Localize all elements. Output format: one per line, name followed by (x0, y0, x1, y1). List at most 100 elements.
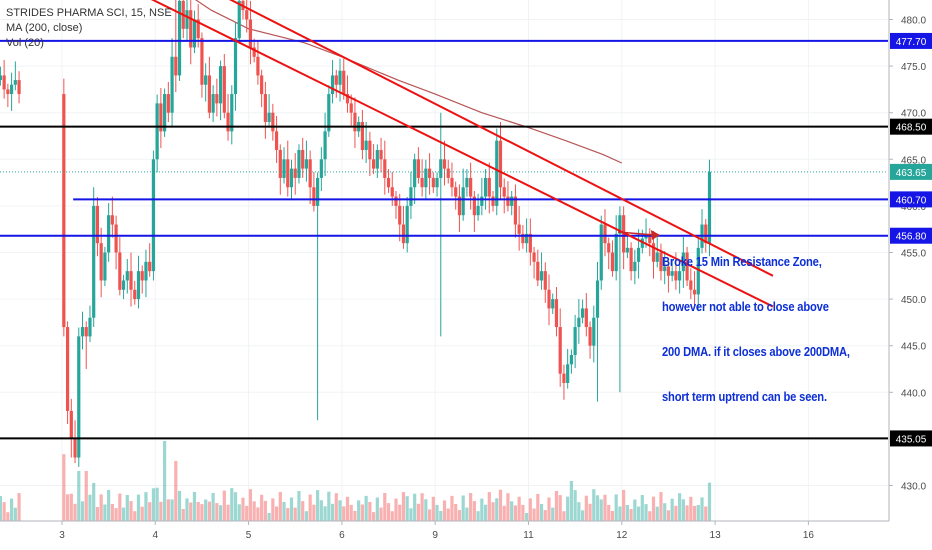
candle-body (327, 94, 331, 132)
volume-bar (181, 509, 185, 521)
annotation-arrow (617, 230, 660, 240)
volume-bar (77, 471, 81, 521)
volume-bar (155, 487, 159, 521)
volume-bar (607, 504, 611, 521)
candle-body (372, 159, 376, 169)
candle-body (375, 149, 379, 169)
candle-body (439, 159, 443, 178)
volume-bar (121, 507, 126, 521)
volume-bar (204, 499, 208, 521)
volume-bar (551, 507, 555, 521)
volume-bar (528, 498, 532, 521)
candle-body (469, 177, 473, 197)
volume-bar (274, 506, 279, 521)
candle-body (297, 149, 301, 178)
candle-body (211, 94, 215, 113)
candle-body (17, 80, 21, 95)
volume-bar (696, 505, 700, 521)
candle-body (215, 94, 219, 104)
candle-body (200, 38, 204, 85)
candle-body (271, 112, 275, 132)
candle-body (110, 215, 114, 225)
candle-body (427, 168, 432, 178)
volume-bar (289, 497, 294, 521)
horizontal-levels (0, 39, 888, 440)
volume-bar (603, 494, 607, 521)
price-axis[interactable]: 430.0435.0440.0445.0450.0455.0460.0465.0… (888, 0, 932, 521)
candle-body (177, 0, 182, 76)
candle-body (405, 205, 409, 244)
candle-body (547, 289, 551, 309)
volume-bar (92, 482, 96, 521)
volume-bar (517, 496, 521, 521)
candle-body (267, 112, 271, 123)
candle-body (413, 159, 417, 188)
candle-body (521, 233, 525, 244)
volume-bar (148, 502, 152, 521)
volume-bar (211, 493, 215, 521)
price-label: 435.05 (896, 434, 927, 445)
candle-body (80, 327, 85, 337)
candle-body (196, 19, 200, 39)
candle-body (401, 224, 406, 244)
legend-symbol[interactable]: STRIDES PHARMA SCI, 15, NSE (6, 7, 172, 19)
candle-body (248, 19, 253, 48)
candle-body (312, 187, 316, 206)
price-candles (0, 0, 712, 467)
legend-vol[interactable]: Vol (20) (6, 37, 44, 49)
price-label: 468.50 (896, 123, 927, 134)
legend-ma[interactable]: MA (200, close) (6, 22, 83, 34)
volume-bar (245, 505, 249, 521)
volume-bar (469, 493, 473, 521)
volume-bar (9, 498, 14, 521)
candle-body (151, 159, 156, 272)
candle-body (88, 317, 92, 337)
volume-bar (312, 504, 316, 521)
candle-body (435, 177, 439, 188)
volume-bar (360, 504, 365, 521)
volume-bar (416, 503, 420, 521)
volume-bar (692, 505, 697, 521)
volume-bar (226, 504, 230, 521)
candle-body (663, 266, 667, 272)
volume-bar (88, 494, 92, 521)
candle-body (532, 252, 536, 262)
volume-bar (622, 489, 626, 521)
volume-bar (84, 471, 88, 521)
candle-body (625, 247, 629, 253)
volume-bar (700, 497, 704, 521)
volume-bar (401, 492, 406, 521)
volume-bar (424, 499, 428, 521)
price-label-box (890, 191, 932, 208)
trendline (228, 0, 774, 277)
candle-body (222, 66, 226, 113)
volume-bar (610, 511, 615, 521)
candle-body (185, 10, 189, 29)
volume-bar (330, 503, 335, 521)
volume-bar (73, 503, 77, 521)
volume-bar (651, 496, 656, 521)
candle-body (465, 177, 469, 188)
candle-body (424, 168, 428, 188)
volume-bar (192, 491, 197, 521)
candle-body (670, 271, 674, 276)
volume-bar (170, 499, 174, 521)
volume-bar (103, 504, 107, 521)
volume-bar (577, 502, 581, 521)
volume-bar (349, 504, 353, 521)
candle-body (554, 299, 559, 328)
arrow-head (651, 230, 660, 240)
volume-bar (480, 498, 484, 521)
volume-bar (353, 511, 357, 521)
annotation-line: however not able to close above (662, 299, 829, 314)
volume-bar (233, 492, 238, 521)
time-axis[interactable]: 3 4 5 6 9 11 12 13 16 (0, 520, 889, 550)
candle-body (409, 187, 413, 206)
volume-bar (491, 502, 495, 521)
candle-body (114, 224, 118, 253)
volume-bar (446, 508, 450, 521)
volume-bar (62, 454, 66, 521)
candle-body (334, 75, 338, 85)
volume-bar (655, 506, 659, 521)
